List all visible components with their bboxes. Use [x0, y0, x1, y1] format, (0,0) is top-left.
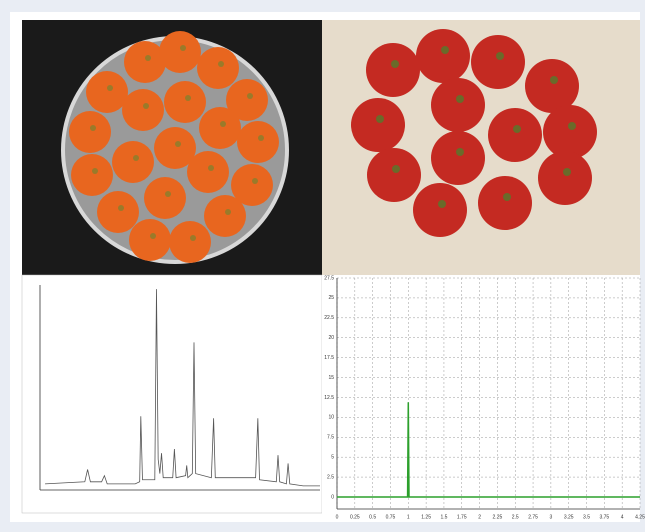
tomato	[97, 191, 139, 233]
tomato	[538, 151, 592, 205]
tomato	[71, 154, 113, 196]
tomato	[159, 31, 201, 73]
tomato	[431, 78, 485, 132]
stem	[92, 168, 98, 174]
stem	[90, 125, 96, 131]
stem	[376, 115, 384, 123]
stem	[133, 155, 139, 161]
stem	[456, 148, 464, 156]
tomato	[471, 35, 525, 89]
tomato	[413, 183, 467, 237]
x-tick-label: 2.75	[528, 514, 538, 520]
x-tick-label: 3	[549, 514, 552, 520]
x-tick-label: 3.75	[599, 514, 609, 520]
stem	[513, 125, 521, 133]
tomato	[351, 98, 405, 152]
y-tick-label: 2.5	[327, 474, 334, 480]
x-tick-label: 2.25	[493, 514, 503, 520]
x-tick-label: 4.25	[635, 514, 645, 520]
x-tick-label: 3.5	[583, 514, 590, 520]
tomato	[122, 89, 164, 131]
stem	[258, 135, 264, 141]
y-tick-label: 17.5	[324, 355, 334, 361]
tomato	[478, 176, 532, 230]
stem	[496, 52, 504, 60]
x-tick-label: 2.5	[512, 514, 519, 520]
tomato	[367, 148, 421, 202]
tomato	[187, 151, 229, 193]
stem	[225, 209, 231, 215]
stem	[175, 141, 181, 147]
stem	[550, 76, 558, 84]
tomato	[237, 121, 279, 163]
tomato	[112, 141, 154, 183]
tomato	[543, 105, 597, 159]
stem	[165, 191, 171, 197]
stem	[220, 121, 226, 127]
tomato	[416, 29, 470, 83]
tomato	[144, 177, 186, 219]
y-tick-label: 15	[328, 375, 334, 381]
y-tick-label: 27.5	[324, 275, 334, 281]
x-tick-label: 1.25	[421, 514, 431, 520]
y-tick-label: 22.5	[324, 315, 334, 321]
x-tick-label: 0	[336, 514, 339, 520]
x-tick-label: 0.75	[386, 514, 396, 520]
y-tick-label: 25	[328, 295, 334, 301]
x-tick-label: 3.25	[564, 514, 574, 520]
tomato	[129, 219, 171, 261]
y-tick-label: 5	[331, 455, 334, 461]
y-tick-label: 12.5	[324, 395, 334, 401]
page: {"chart_data": [ {"type": "line", "x": […	[0, 0, 645, 527]
tomato	[86, 71, 128, 113]
stem	[247, 93, 253, 99]
y-tick-label: 10	[328, 415, 334, 421]
stem	[438, 200, 446, 208]
y-tick-label: 7.5	[327, 435, 334, 441]
stem	[391, 60, 399, 68]
x-tick-label: 4	[621, 514, 624, 520]
stem	[568, 122, 576, 130]
stem	[252, 178, 258, 184]
stem	[218, 61, 224, 67]
y-tick-label: 0	[331, 494, 334, 500]
stem	[190, 235, 196, 241]
tomato	[199, 107, 241, 149]
tomato	[69, 111, 111, 153]
stem	[441, 46, 449, 54]
stem	[563, 168, 571, 176]
stem	[208, 165, 214, 171]
tomato	[431, 131, 485, 185]
tomato	[197, 47, 239, 89]
x-tick-label: 0.25	[350, 514, 360, 520]
x-tick-label: 1.5	[440, 514, 447, 520]
tomato	[164, 81, 206, 123]
stem	[107, 85, 113, 91]
stem	[118, 205, 124, 211]
stem	[456, 95, 464, 103]
stem	[185, 95, 191, 101]
figure: 02.557.51012.51517.52022.52527.500.250.5…	[0, 0, 645, 527]
tomato	[366, 43, 420, 97]
tomato	[488, 108, 542, 162]
x-tick-label: 1	[407, 514, 410, 520]
tomato	[525, 59, 579, 113]
x-tick-label: 0.5	[369, 514, 376, 520]
stem	[143, 103, 149, 109]
chart-right	[322, 275, 640, 522]
x-tick-label: 1.75	[457, 514, 467, 520]
stem	[180, 45, 186, 51]
tomato	[204, 195, 246, 237]
stem	[503, 193, 511, 201]
tomato	[169, 221, 211, 263]
x-tick-label: 2	[478, 514, 481, 520]
stem	[150, 233, 156, 239]
stem	[392, 165, 400, 173]
stem	[145, 55, 151, 61]
y-tick-label: 20	[328, 335, 334, 341]
